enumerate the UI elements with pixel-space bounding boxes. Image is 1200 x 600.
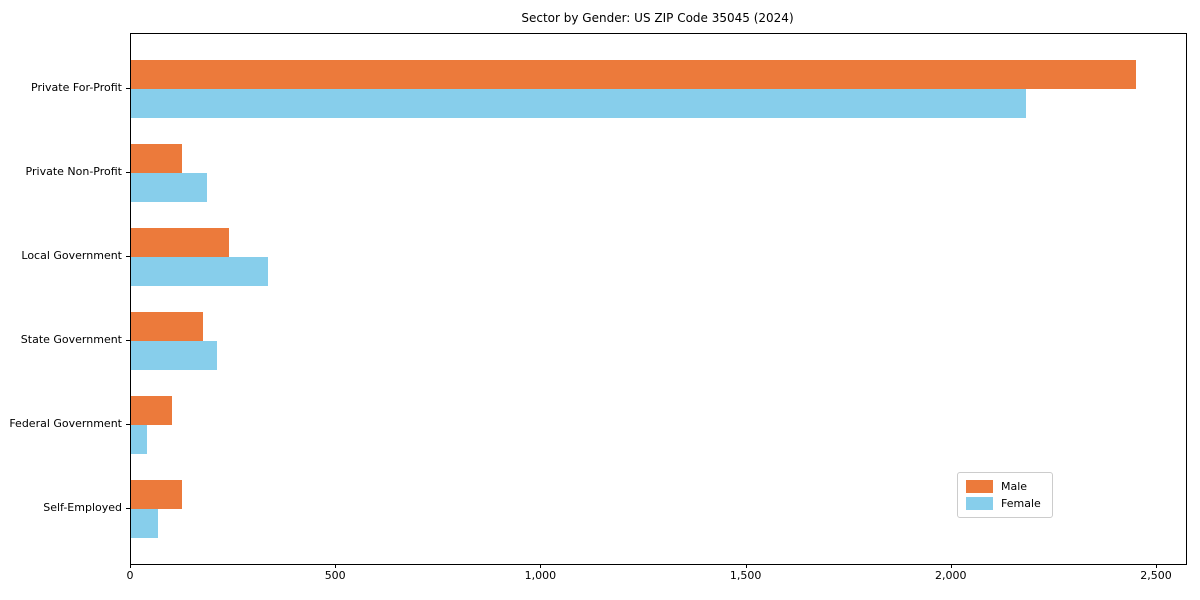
y-axis-label: Private For-Profit xyxy=(31,81,122,94)
legend: Male Female xyxy=(957,472,1053,518)
x-axis-tick-label: 1,000 xyxy=(524,569,557,582)
y-axis-label: Private Non-Profit xyxy=(25,165,122,178)
plot-area xyxy=(130,33,1187,565)
bar-female-4 xyxy=(131,341,217,370)
y-axis-label: State Government xyxy=(20,333,122,346)
legend-item-male: Male xyxy=(966,480,1044,493)
y-axis-tick xyxy=(126,340,130,341)
x-axis-tick-label: 2,500 xyxy=(1140,569,1172,582)
bar-male-1 xyxy=(131,60,1136,89)
x-axis-tick xyxy=(950,564,952,568)
x-axis-tick-label: 0 xyxy=(126,569,134,582)
bar-female-5 xyxy=(131,425,147,454)
x-axis-tick xyxy=(540,564,542,568)
legend-item-female: Female xyxy=(966,497,1044,510)
y-axis-label: Self-Employed xyxy=(43,501,122,514)
bar-female-1 xyxy=(131,89,1026,118)
legend-swatch-male xyxy=(966,480,993,493)
legend-label: Male xyxy=(1001,480,1028,493)
x-axis-tick-label: 2,000 xyxy=(935,569,967,582)
x-axis-tick xyxy=(1156,564,1157,568)
y-axis-label: Local Government xyxy=(21,249,122,262)
x-axis-tick-label: 1,500 xyxy=(729,569,762,582)
bar-male-3 xyxy=(131,228,229,257)
y-axis-tick xyxy=(126,256,130,257)
x-axis-tick xyxy=(335,564,337,568)
bar-male-6 xyxy=(131,480,182,509)
bar-female-2 xyxy=(131,173,207,202)
y-axis-tick xyxy=(126,424,130,425)
y-axis-tick xyxy=(126,88,130,89)
y-axis-label: Federal Government xyxy=(9,417,122,430)
legend-swatch-female xyxy=(966,497,993,510)
x-axis-tick xyxy=(745,564,747,568)
chart-title: Sector by Gender: US ZIP Code 35045 (202… xyxy=(521,11,794,25)
y-axis-tick xyxy=(126,172,130,173)
bar-male-5 xyxy=(131,396,172,425)
x-axis-tick-label: 500 xyxy=(324,569,346,582)
bar-male-4 xyxy=(131,312,203,341)
legend-label: Female xyxy=(1001,497,1041,510)
y-axis-tick xyxy=(126,508,130,509)
bar-male-2 xyxy=(131,144,182,173)
x-axis-tick xyxy=(130,564,131,568)
bar-female-3 xyxy=(131,257,268,286)
bar-female-6 xyxy=(131,509,158,538)
